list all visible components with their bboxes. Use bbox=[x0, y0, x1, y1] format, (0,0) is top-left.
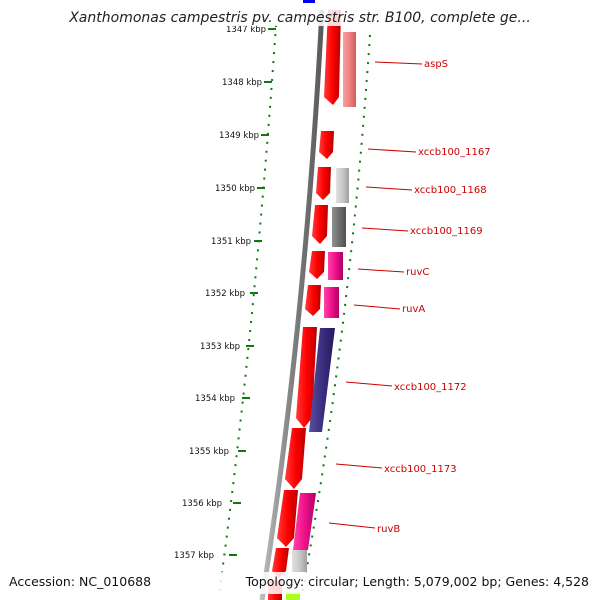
tick-label: 1351 kbp bbox=[211, 237, 251, 247]
gene-xccb100-1168 bbox=[336, 168, 349, 203]
feature-blue bbox=[303, 0, 315, 3]
gene-ruvB bbox=[293, 493, 316, 550]
gene-label: xccb100_1168 bbox=[414, 185, 487, 196]
tick-label: 1356 kbp bbox=[182, 499, 222, 509]
outer-tick-ring bbox=[301, 34, 371, 596]
tick-label: 1357 kbp bbox=[174, 551, 214, 561]
cds-arrow bbox=[309, 251, 325, 279]
genome-backbone bbox=[259, 9, 325, 600]
cds-arrow bbox=[319, 131, 334, 159]
gene-xccb100-1172 bbox=[309, 328, 335, 432]
cds-arrow bbox=[305, 285, 321, 316]
gene-grey-bottom bbox=[292, 550, 307, 572]
cds-arrow bbox=[277, 490, 298, 547]
cds-arrow bbox=[316, 167, 331, 200]
gene-label: ruvA bbox=[402, 304, 425, 315]
gene-label: xccb100_1172 bbox=[394, 382, 467, 393]
map-title: Xanthomonas campestris pv. campestris st… bbox=[68, 10, 531, 26]
footer-backdrop bbox=[0, 572, 600, 594]
gene-ruvC bbox=[328, 252, 343, 280]
cds-arrow bbox=[272, 548, 289, 578]
cds-track-forward bbox=[268, 10, 341, 600]
cds-arrow bbox=[312, 205, 328, 244]
tick-label: 1355 kbp bbox=[189, 447, 229, 457]
tick-label: 1352 kbp bbox=[205, 289, 245, 299]
gene-label: ruvB bbox=[377, 524, 400, 535]
title-backdrop bbox=[0, 6, 600, 26]
gene-track bbox=[286, 32, 356, 600]
tick-label: 1350 kbp bbox=[215, 184, 255, 194]
cds-arrow bbox=[324, 10, 341, 105]
gene-label: aspS bbox=[424, 59, 448, 70]
gene-label: xccb100_1169 bbox=[410, 226, 483, 237]
gene-green-bottom bbox=[286, 592, 300, 600]
label-leaders bbox=[328, 61, 423, 529]
cds-arrow bbox=[296, 327, 317, 428]
gene-aspS bbox=[343, 32, 356, 107]
tick-label: 1349 kbp bbox=[219, 131, 259, 141]
tick-label: 1348 kbp bbox=[222, 78, 262, 88]
gene-labels: aspS xccb100_1167 xccb100_1168 xccb100_1… bbox=[377, 59, 491, 535]
gene-label: ruvC bbox=[406, 267, 429, 278]
scale-ring bbox=[218, 24, 277, 596]
tick-label: 1354 kbp bbox=[195, 394, 235, 404]
gene-xccb100-1169 bbox=[332, 207, 346, 247]
tick-label: 1347 kbp bbox=[226, 25, 266, 35]
cds-arrow bbox=[285, 428, 306, 489]
topology-text: Topology: circular; Length: 5,079,002 bp… bbox=[245, 574, 589, 589]
accession-text: Accession: NC_010688 bbox=[9, 574, 151, 589]
tick-label: 1353 kbp bbox=[200, 342, 240, 352]
gene-ruvA bbox=[324, 287, 339, 318]
scale-tick-marks bbox=[229, 28, 276, 556]
gene-label: xccb100_1173 bbox=[384, 464, 457, 475]
scale-tick-labels: 1347 kbp 1348 kbp 1349 kbp 1350 kbp 1351… bbox=[174, 25, 266, 561]
gene-label: xccb100_1167 bbox=[418, 147, 491, 158]
